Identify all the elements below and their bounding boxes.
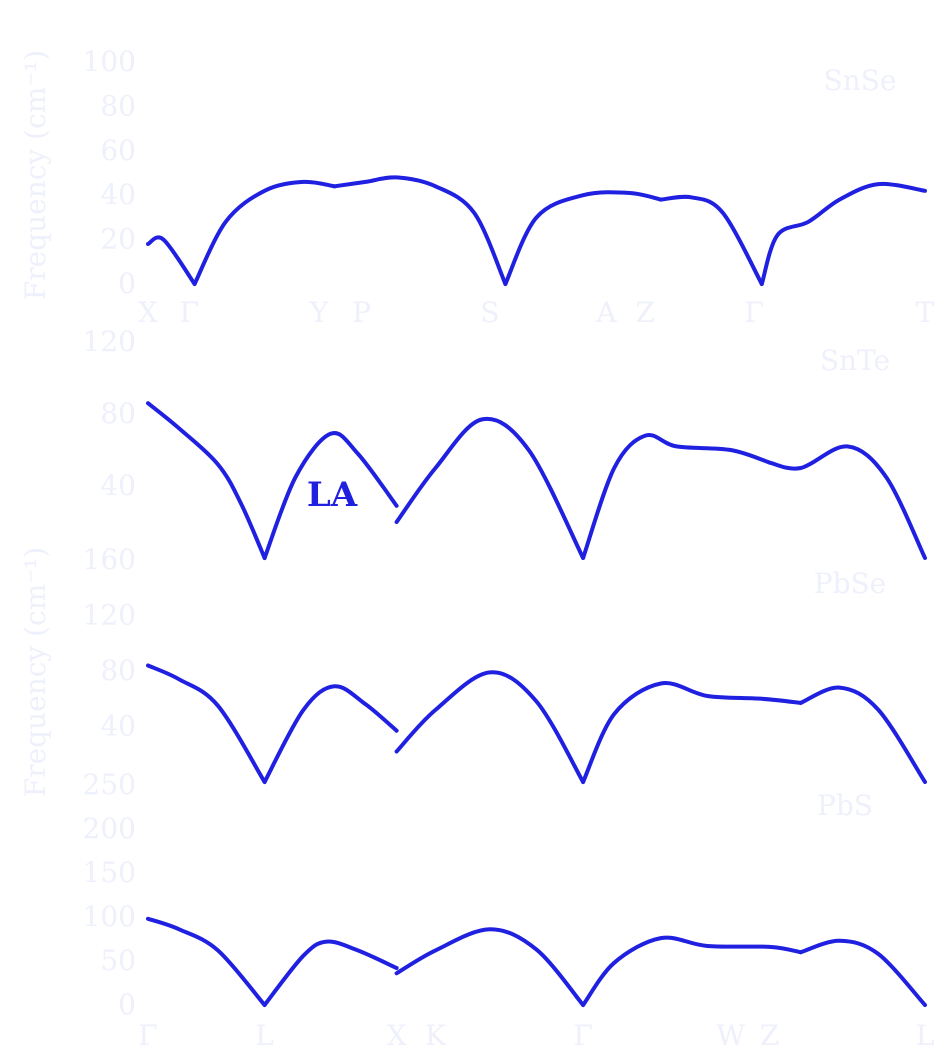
dispersion-curve-segment <box>332 175 508 286</box>
x-tick-label: Z <box>760 1019 779 1052</box>
x-tick-label: Z <box>636 296 655 329</box>
y-tick-label: 50 <box>100 944 136 977</box>
x-tick-label: W <box>716 1019 745 1052</box>
y-tick-label: 80 <box>100 654 136 687</box>
dispersion-curve-segment <box>503 190 663 286</box>
dispersion-curve-segment <box>581 432 772 560</box>
dispersion-curve-segment <box>192 179 337 286</box>
x-tick-label: X <box>138 296 158 329</box>
y-tick-label: 40 <box>100 469 136 502</box>
panel-pbs: 0 50 100 150 200 250 PbS Γ L X K Γ W Z L <box>83 768 935 1052</box>
x-tick-label: L <box>255 1019 274 1052</box>
y-tick-label: 20 <box>100 223 136 256</box>
y-axis-label: Frequency (cm⁻¹) <box>19 547 52 797</box>
y-tick-label: 80 <box>100 397 136 430</box>
y-tick-label: 80 <box>100 89 136 122</box>
y-tick-label: 100 <box>83 45 136 78</box>
dispersion-curve-segment <box>394 416 586 560</box>
y-tick-label: 250 <box>83 768 136 801</box>
y-axis-label: Frequency (cm⁻¹) <box>19 50 52 300</box>
dispersion-curve-segment <box>146 916 267 1007</box>
material-label: PbSe <box>814 567 887 600</box>
dispersion-curve-segment <box>798 685 927 784</box>
dispersion-curve-segment <box>262 939 399 1007</box>
x-tick-label: Γ <box>138 1019 157 1052</box>
x-tick-label: T <box>916 296 935 329</box>
x-tick-label: L <box>916 1019 935 1052</box>
x-tick-label: Γ <box>573 1019 592 1052</box>
panel-pbse: 40 80 120 160 PbSe Frequency (cm⁻¹) <box>19 543 927 797</box>
x-tick-label: Y <box>309 296 329 329</box>
x-tick-label: S <box>480 296 499 329</box>
x-tick-label: Γ <box>744 296 763 329</box>
material-label: SnTe <box>820 344 890 377</box>
x-tick-label: P <box>352 296 371 329</box>
x-tick-label: K <box>425 1019 447 1052</box>
series-label-la: LA <box>307 475 358 515</box>
dispersion-curve-segment <box>658 194 764 286</box>
dispersion-curve-segment <box>759 181 927 286</box>
x-tick-label: X <box>387 1019 407 1052</box>
y-tick-label: 150 <box>83 856 136 889</box>
y-tick-label: 200 <box>83 812 136 845</box>
dispersion-curve-segment <box>394 927 586 1007</box>
x-tick-label: Γ <box>179 296 198 329</box>
y-tick-label: 0 <box>118 267 136 300</box>
dispersion-curve-segment <box>262 684 399 784</box>
x-tick-label: A <box>595 296 617 329</box>
material-label: SnSe <box>824 64 897 97</box>
dispersion-curve-segment <box>146 401 267 560</box>
y-tick-label: 120 <box>83 325 136 358</box>
panel-snte: 40 80 120 SnTe LA <box>83 325 927 560</box>
dispersion-curve-segment <box>262 431 399 560</box>
dispersion-curve-segment <box>767 444 927 560</box>
material-label: PbS <box>817 789 873 822</box>
y-tick-label: 120 <box>83 599 136 632</box>
y-tick-label: 160 <box>83 543 136 576</box>
dispersion-curve-segment <box>146 235 197 286</box>
y-tick-label: 40 <box>100 178 136 211</box>
y-tick-label: 100 <box>83 900 136 933</box>
y-tick-label: 60 <box>100 134 136 167</box>
dispersion-curve-segment <box>146 663 267 784</box>
y-tick-label: 0 <box>118 988 136 1021</box>
dispersion-curve-segment <box>581 681 803 784</box>
dispersion-curve-segment <box>581 935 803 1007</box>
dispersion-curve-segment <box>798 938 927 1007</box>
dispersion-curve-segment <box>394 670 586 784</box>
y-tick-label: 40 <box>100 710 136 743</box>
